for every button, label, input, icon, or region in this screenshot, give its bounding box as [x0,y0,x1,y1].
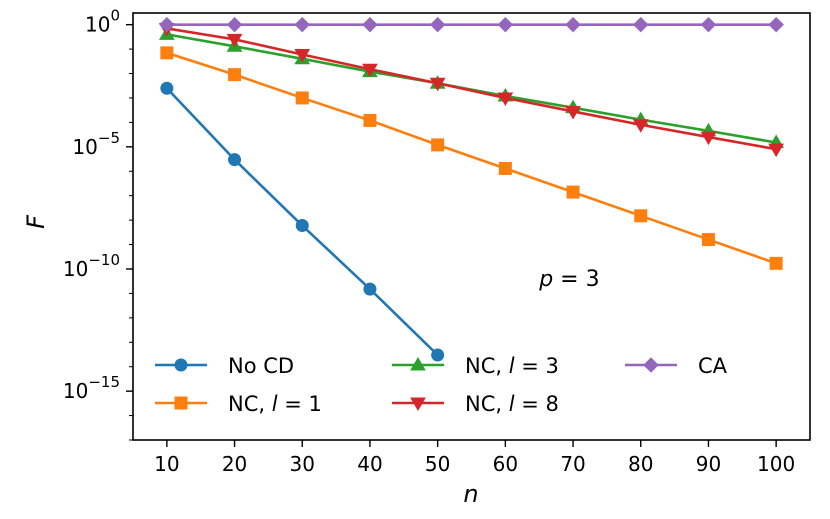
legend-marker [174,396,188,410]
data-point [429,16,446,33]
legend: No CD NC, l = 1 NC, l = 3 NC, l = 8 CA [155,354,728,416]
legend-label: No CD [228,354,294,378]
data-point [362,63,378,78]
x-tick-label: 100 [757,452,795,476]
series-line [166,51,777,265]
x-tick-label: 70 [560,452,585,476]
data-point [498,161,512,175]
y-tick-label: 10−15 [63,373,120,403]
x-tick-label: 50 [425,452,450,476]
data-point [228,68,242,82]
legend-label: CA [698,354,728,378]
y-tick-label: 10−10 [63,251,120,281]
legend-marker [174,358,188,372]
series-4 [159,16,784,33]
legend-marker [643,357,659,373]
annotation-rest: = 3 [553,267,599,292]
x-axis: 10 20 30 40 50 60 70 80 90 100 [154,440,795,476]
data-point [565,16,581,33]
x-tick-label: 90 [696,452,721,476]
data-point [768,16,784,33]
data-point [497,92,514,106]
x-tick-label: 30 [290,452,315,476]
data-point [431,138,445,152]
y-axis: 100 10−5 10−10 10−15 [63,7,133,441]
y-tick-label: 10−5 [72,129,120,159]
data-point [431,348,445,362]
legend-label: NC, l = 8 [465,392,559,416]
y-axis-label: F [22,214,50,229]
data-point [160,81,174,95]
data-point [295,91,309,105]
annotation-var: p [538,267,553,292]
data-point [768,143,785,158]
data-point [700,16,717,33]
data-point [295,219,309,233]
data-point [769,256,783,270]
p-annotation: p = 3 [538,267,599,292]
y-tick-label: 100 [85,7,120,37]
data-point [634,209,648,223]
data-point [497,16,514,33]
data-point [362,16,378,33]
data-point [228,153,242,167]
data-point [429,77,446,92]
legend-item: NC, l = 3 [392,354,559,378]
data-point [632,119,649,133]
series-layer [158,16,785,362]
series-1 [160,46,783,270]
legend-marker [410,357,426,371]
data-point [566,185,580,199]
x-tick-label: 60 [493,452,518,476]
x-tick-label: 10 [154,452,179,476]
x-tick-label: 80 [628,452,653,476]
data-point [565,105,581,120]
data-point [633,16,649,33]
series-0 [160,81,445,362]
data-point [160,46,174,60]
x-axis-label: n [463,480,478,508]
data-point [226,33,243,48]
data-point [700,131,717,146]
data-point [159,16,175,33]
data-point [363,113,377,127]
legend-item: CA [625,354,728,378]
plot-frame [132,12,811,441]
x-tick-label: 20 [222,452,247,476]
data-point [363,282,377,296]
series-line [166,27,777,151]
legend-label: NC, l = 3 [465,354,559,378]
legend-item: No CD [155,354,294,378]
data-point [294,16,310,33]
x-tick-label: 40 [357,452,382,476]
legend-label: NC, l = 1 [228,392,322,416]
legend-item: NC, l = 1 [155,392,322,416]
data-point [701,233,715,247]
data-point [226,16,243,33]
legend-item: NC, l = 8 [392,392,559,416]
legend-marker [410,397,426,411]
data-point [294,49,311,63]
